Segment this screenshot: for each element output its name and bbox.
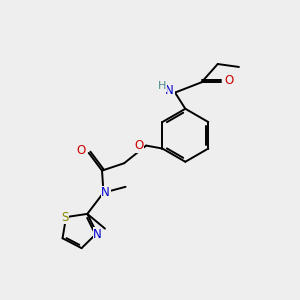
Text: N: N <box>101 186 110 199</box>
Text: N: N <box>165 84 174 97</box>
Text: N: N <box>93 228 102 241</box>
Text: O: O <box>134 139 143 152</box>
Text: O: O <box>76 143 86 157</box>
Text: H: H <box>158 81 166 91</box>
Text: O: O <box>224 74 233 87</box>
Text: S: S <box>61 211 68 224</box>
